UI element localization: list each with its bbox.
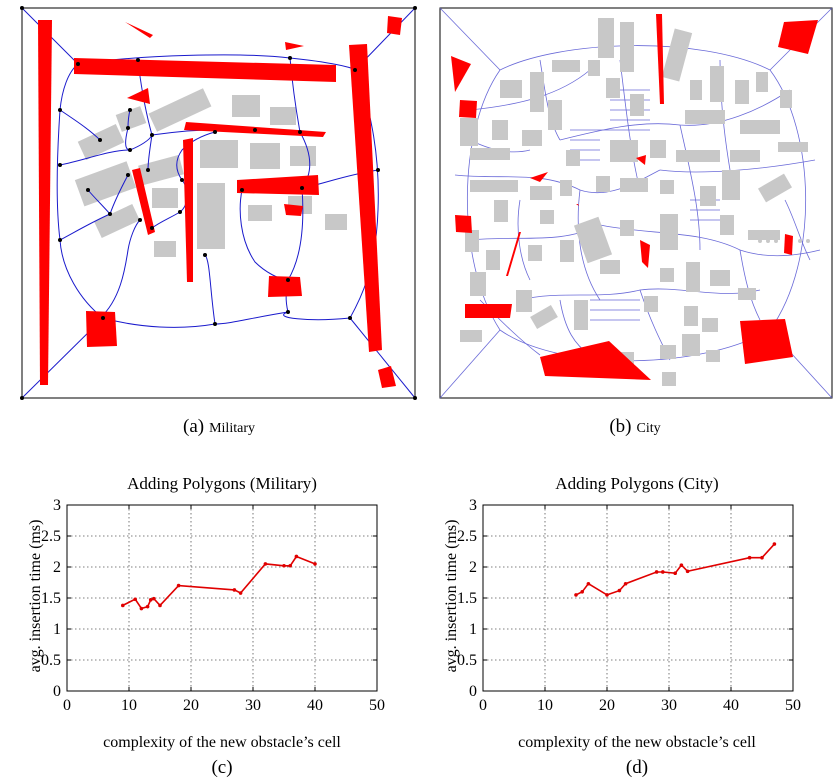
y-tick-label: 3 [469,497,477,514]
y-tick-label: 0.5 [457,652,477,669]
data-point [679,563,684,567]
y-tick-label: 2 [469,559,477,576]
data-point [232,588,237,592]
data-point [772,542,777,546]
data-point [294,554,299,559]
series-line [575,543,775,596]
data-point [152,596,156,601]
data-point [282,563,286,568]
y-tick-label: 0.5 [41,652,61,669]
military-roadmap-nodes [20,6,417,400]
x-tick-label: 30 [661,697,677,714]
x-tick-label: 20 [183,697,199,714]
chart-military: Adding Polygons (Military) 0 10 20 30 40 5000… [27,474,385,778]
x-tick-label: 40 [723,697,739,714]
y-tick-label: 2 [53,559,61,576]
plot-background [483,505,793,691]
panel-a-caption: (a) Military [183,416,255,437]
data-point [158,603,162,608]
data-point [605,593,609,597]
city-map [439,7,833,399]
chart-title: Adding Polygons (Military) [127,474,317,493]
data-point [654,570,659,574]
data-point [176,583,181,588]
data-point [238,591,243,595]
city-small-buildings [758,239,810,243]
panel-d-caption: (d) [626,757,648,778]
city-obstacles [451,14,818,380]
data-point [617,588,622,593]
data-point [133,597,137,602]
chart-title: Adding Polygons (City) [555,474,718,493]
military-obstacles [38,16,402,388]
y-axis-label: avg. insertion time (ms) [27,520,44,673]
data-point [586,581,591,586]
data-point [148,598,153,602]
data-point [661,570,665,574]
y-tick-label: 1.5 [41,590,61,607]
military-map [20,6,417,400]
x-axis-label: complexity of the new obstacle’s cell [103,734,341,751]
y-tick-label: 2.5 [41,528,61,545]
x-axis-label: complexity of the new obstacle’s cell [518,734,756,751]
x-tick-label: 0 [63,697,71,714]
x-tick-label: 30 [245,697,261,714]
y-tick-label: 2.5 [457,528,477,545]
y-tick-label: 0 [53,683,61,700]
data-point [673,571,677,575]
data-point [747,555,752,560]
data-point [288,563,293,568]
y-tick-label: 1.5 [457,590,477,607]
y-axis-label: avg. insertion time (ms) [443,520,460,673]
data-point [623,581,628,586]
data-point [145,604,150,609]
data-point [313,562,317,566]
x-tick-label: 10 [537,697,553,714]
y-tick-label: 1 [53,621,61,638]
data-point [574,593,578,597]
city-buildings [460,18,808,386]
plot-area: 0 10 20 30 40 50 0 0.5 1 1.5 2 2.5 3 [457,497,801,714]
data-point [263,562,268,566]
y-tick-label: 3 [53,497,61,514]
data-point [685,569,690,574]
data-point [760,555,764,560]
x-tick-label: 10 [121,697,137,714]
panel-c-caption: (c) [211,757,232,778]
x-tick-label: 0 [479,697,487,714]
x-tick-label: 50 [785,697,801,714]
chart-city: Adding Polygons (City) 0 10 20 30 40 50 0 0.5 1 1… [443,474,801,778]
military-buildings [74,88,347,257]
x-tick-label: 20 [599,697,615,714]
data-point [139,606,144,611]
plot-area: 0 10 20 30 40 50 0 0.5 1 1.5 2 2.5 3 [41,497,385,714]
y-tick-label: 1 [469,621,477,638]
data-point [121,603,125,608]
plot-background [67,505,377,691]
data-point [580,590,584,594]
y-tick-label: 0 [469,683,477,700]
x-tick-label: 40 [307,697,323,714]
panel-b-caption: (b) City [609,416,660,437]
x-tick-label: 50 [369,697,385,714]
